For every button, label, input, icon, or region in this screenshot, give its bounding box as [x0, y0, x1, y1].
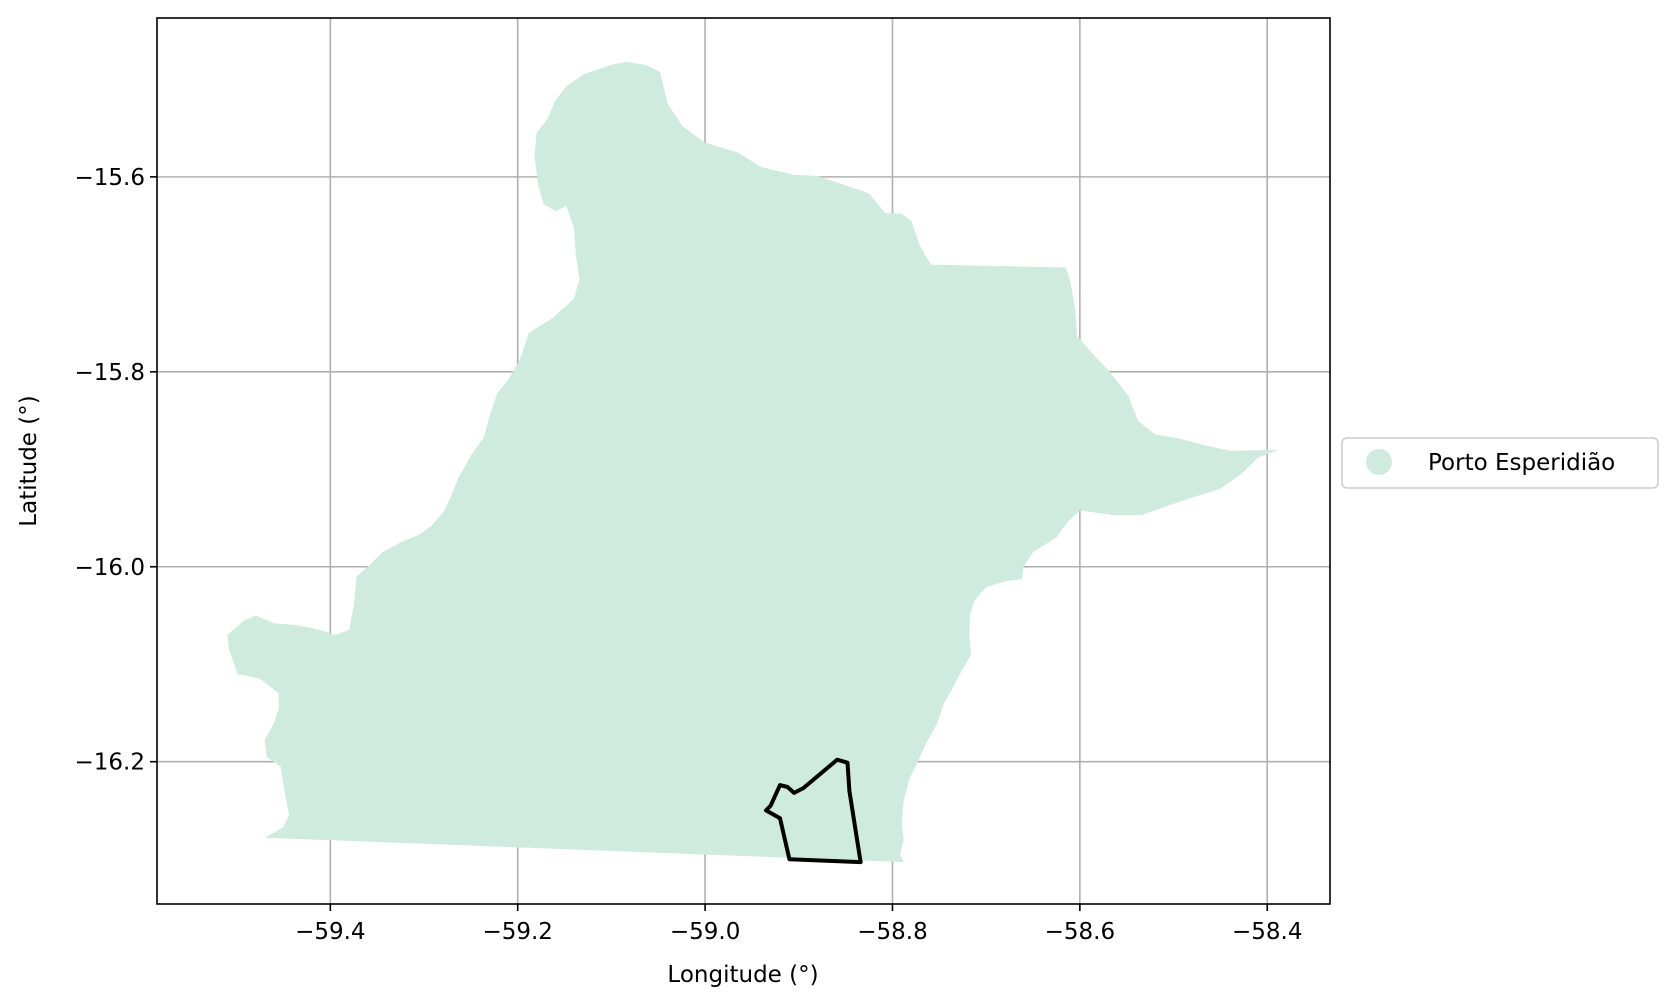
- legend-box: [1341, 437, 1659, 489]
- axis-ticks: −59.4 −59.2 −59.0 −58.8 −58.6 −58.4 −15.6 −15.8…: [75, 165, 1303, 945]
- legend: Porto Esperidião: [1341, 437, 1659, 489]
- y-tick-label: −15.6: [75, 165, 145, 191]
- y-tick-label: −16.2: [75, 750, 145, 776]
- x-tick-label: −58.6: [1045, 919, 1115, 945]
- x-tick-label: −59.4: [295, 919, 365, 945]
- plot-frame: [156, 17, 1331, 905]
- map-layers: [227, 61, 1279, 865]
- x-tick-label: −59.0: [670, 919, 740, 945]
- legend-marker: [1366, 449, 1392, 475]
- y-tick-label: −16.0: [75, 555, 145, 581]
- x-axis-label: Longitude (°): [667, 962, 818, 988]
- x-tick-label: −58.8: [857, 919, 927, 945]
- outlined-area: [764, 757, 863, 865]
- y-axis-label: Latitude (°): [16, 395, 42, 526]
- x-tick-label: −59.2: [482, 919, 552, 945]
- legend-label: Porto Esperidião: [1428, 450, 1615, 476]
- y-tick-label: −15.8: [75, 360, 145, 386]
- municipality-region: [227, 61, 1279, 863]
- x-tick-label: −58.4: [1232, 919, 1302, 945]
